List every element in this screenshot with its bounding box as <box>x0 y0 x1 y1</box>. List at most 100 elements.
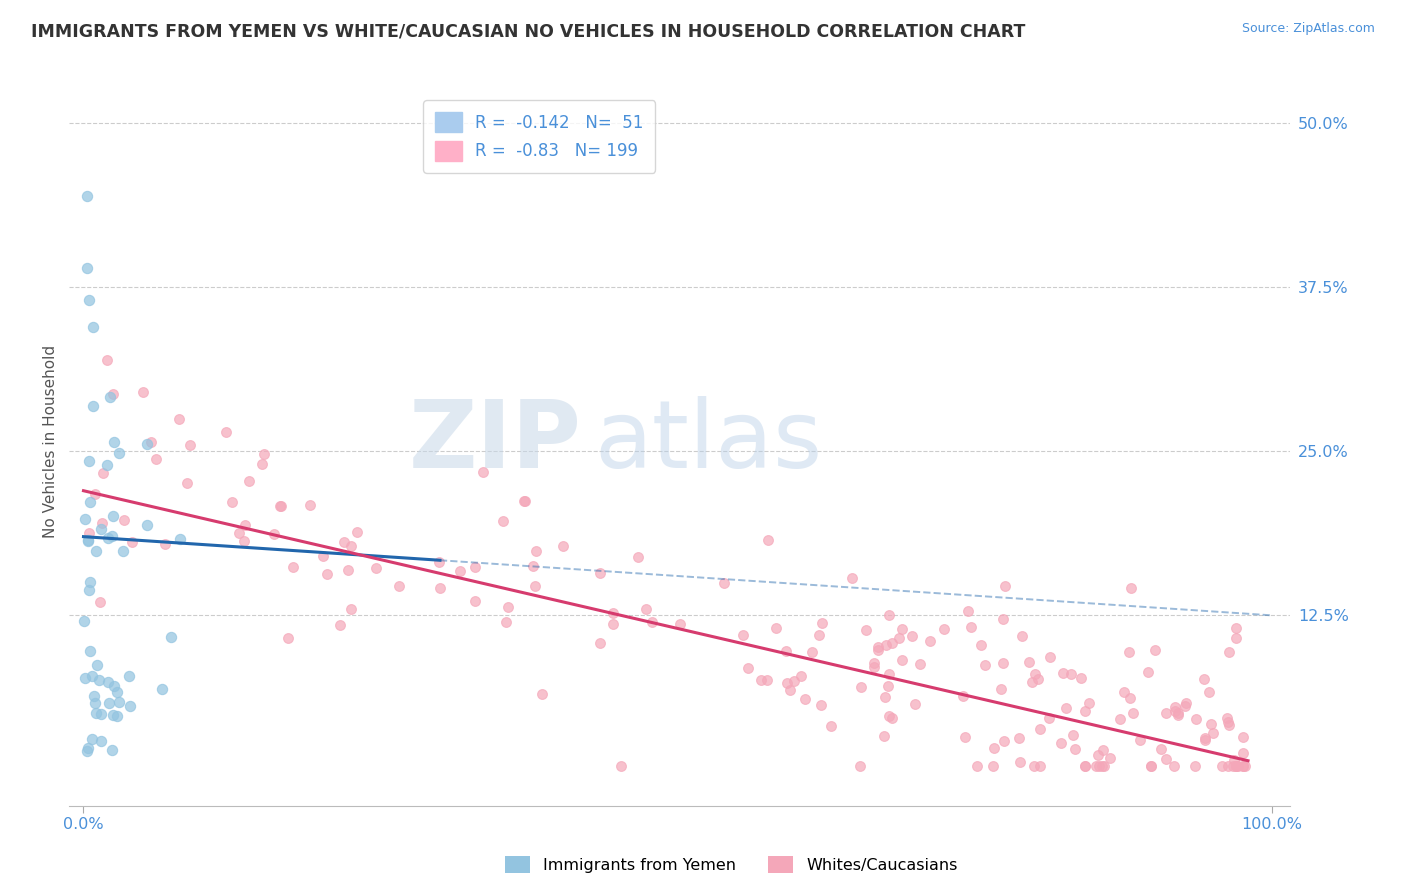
Point <box>215 425 238 439</box>
Point <box>1222 753 1244 767</box>
Point <box>880 636 903 650</box>
Point <box>1201 717 1223 731</box>
Point <box>1194 731 1216 745</box>
Point <box>513 494 536 508</box>
Point <box>758 533 780 547</box>
Point <box>983 759 1005 773</box>
Point <box>952 690 974 704</box>
Point <box>1167 706 1189 720</box>
Point <box>339 602 361 616</box>
Point <box>1026 672 1049 686</box>
Point <box>820 719 842 733</box>
Point <box>1108 712 1130 726</box>
Point <box>891 622 914 636</box>
Point <box>89 595 111 609</box>
Point <box>1192 672 1215 686</box>
Point <box>993 734 1015 748</box>
Point <box>1129 733 1152 747</box>
Point <box>602 606 624 620</box>
Point <box>333 534 356 549</box>
Text: IMMIGRANTS FROM YEMEN VS WHITE/CAUCASIAN NO VEHICLES IN HOUSEHOLD CORRELATION CH: IMMIGRANTS FROM YEMEN VS WHITE/CAUCASIAN… <box>31 22 1025 40</box>
Point <box>737 661 759 675</box>
Point <box>1091 743 1114 757</box>
Point <box>1122 706 1144 720</box>
Point <box>1119 581 1142 595</box>
Point <box>97 675 120 690</box>
Point <box>668 616 690 631</box>
Point <box>1018 655 1040 669</box>
Point <box>77 533 100 548</box>
Point <box>112 513 135 527</box>
Point <box>1149 742 1171 756</box>
Point <box>801 645 824 659</box>
Point <box>228 526 250 541</box>
Point <box>83 689 105 703</box>
Point <box>908 657 931 672</box>
Point <box>388 579 411 593</box>
Point <box>918 633 941 648</box>
Point <box>1202 726 1225 740</box>
Point <box>522 558 544 573</box>
Legend: R =  -0.142   N=  51, R =  -0.83   N= 199: R = -0.142 N= 51, R = -0.83 N= 199 <box>423 100 655 173</box>
Point <box>876 679 898 693</box>
Point <box>932 622 955 636</box>
Point <box>346 524 368 539</box>
Point <box>1218 718 1240 732</box>
Point <box>1118 645 1140 659</box>
Point <box>1174 699 1197 714</box>
Point <box>1156 706 1178 720</box>
Point <box>1198 685 1220 699</box>
Point <box>866 640 889 654</box>
Point <box>270 500 292 514</box>
Point <box>524 543 547 558</box>
Point <box>107 446 129 460</box>
Point <box>80 731 103 746</box>
Point <box>789 668 811 682</box>
Point <box>993 612 1015 626</box>
Point <box>1185 712 1208 726</box>
Point <box>1218 714 1240 729</box>
Point <box>472 465 495 479</box>
Point <box>877 608 900 623</box>
Point <box>103 508 125 523</box>
Point <box>1038 710 1060 724</box>
Point <box>1091 759 1114 773</box>
Point <box>1092 759 1115 773</box>
Point <box>1077 696 1099 710</box>
Point <box>250 458 273 472</box>
Point <box>429 582 451 596</box>
Point <box>1232 759 1254 773</box>
Text: ZIP: ZIP <box>409 395 582 488</box>
Point <box>97 531 120 545</box>
Point <box>862 656 884 670</box>
Point <box>779 682 801 697</box>
Point <box>73 614 96 628</box>
Point <box>953 730 976 744</box>
Point <box>1062 728 1084 742</box>
Point <box>889 632 911 646</box>
Point <box>551 539 574 553</box>
Point <box>751 673 773 687</box>
Point <box>107 685 129 699</box>
Point <box>1085 759 1108 773</box>
Point <box>868 643 890 657</box>
Point <box>83 487 105 501</box>
Point <box>783 674 806 689</box>
Point <box>1024 759 1046 773</box>
Point <box>1087 747 1109 762</box>
Point <box>73 512 96 526</box>
Point <box>1143 642 1166 657</box>
Point <box>263 527 285 541</box>
Point <box>1063 742 1085 756</box>
Point <box>1232 759 1254 773</box>
Point <box>994 579 1017 593</box>
Point <box>96 352 118 367</box>
Point <box>121 535 143 549</box>
Point <box>336 563 359 577</box>
Point <box>100 529 122 543</box>
Point <box>513 494 536 508</box>
Point <box>1011 629 1033 643</box>
Point <box>880 711 903 725</box>
Point <box>86 706 108 720</box>
Point <box>841 571 863 585</box>
